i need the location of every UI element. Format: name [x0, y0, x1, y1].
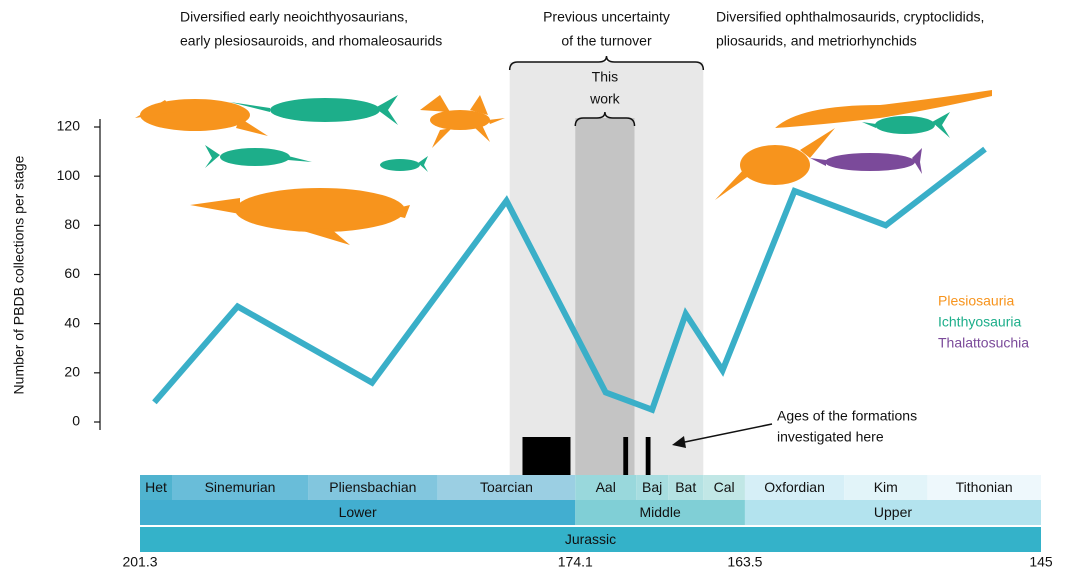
- formation-arrow: [679, 423, 773, 444]
- y-tick-label: 100: [57, 167, 81, 183]
- data-line: [152, 146, 987, 414]
- thalattosuchian-silhouette: [810, 148, 922, 174]
- ichthyosaur-silhouette: [205, 95, 950, 172]
- timescale-label: Sinemurian: [205, 479, 276, 495]
- annotation: Previous uncertainty: [543, 9, 670, 25]
- x-tick-label: 201.3: [122, 554, 157, 570]
- y-tick-label: 40: [64, 314, 80, 330]
- y-tick-label: 0: [72, 413, 80, 429]
- timescale-label: Tithonian: [956, 479, 1013, 495]
- timescale-label: Het: [145, 479, 167, 495]
- silhouettes: [135, 90, 992, 245]
- timescale-cell: [744, 500, 1041, 525]
- span-label: work: [589, 91, 621, 107]
- timescale-label: Oxfordian: [764, 479, 825, 495]
- timescale-label: Kim: [874, 479, 898, 495]
- annotation: of the turnover: [561, 33, 652, 49]
- timescale-cell: [575, 500, 745, 525]
- legend-label: Plesiosauria: [938, 293, 1014, 309]
- timescale-cell: [744, 475, 845, 500]
- timescale-cell: [437, 475, 576, 500]
- timescale-cell: [927, 475, 1041, 500]
- y-tick-label: 120: [57, 118, 81, 134]
- annotation: pliosaurids, and metriorhynchids: [716, 33, 917, 49]
- annotation: Diversified early neoichthyosaurians,: [180, 9, 408, 25]
- formation-bar: [623, 437, 629, 475]
- y-tick-label: 60: [64, 265, 80, 281]
- timescale-cell: [668, 475, 704, 500]
- formation-note: investigated here: [777, 429, 884, 445]
- x-tick-label: 174.1: [558, 554, 593, 570]
- y-tick-label: 80: [64, 216, 80, 232]
- timescale-label: Jurassic: [565, 531, 616, 547]
- formation-bar: [522, 437, 571, 475]
- timescale-cell: [140, 500, 576, 525]
- timescale-label: Bat: [675, 479, 696, 495]
- y-tick-label: 20: [64, 364, 80, 380]
- plesiosaur-silhouette: [135, 90, 992, 245]
- x-tick-label: 163.5: [727, 554, 762, 570]
- x-tick-label: 145: [1029, 554, 1053, 570]
- annotation: early plesiosauroids, and rhomaleosaurid…: [180, 33, 442, 49]
- y-axis-label: Number of PBDB collections per stage: [11, 155, 27, 394]
- timescale-cell: [308, 475, 438, 500]
- timescale-cell: [172, 475, 309, 500]
- legend-label: Ichthyosauria: [938, 314, 1021, 330]
- arrow-head: [672, 436, 686, 448]
- formation-note: Ages of the formations: [777, 408, 917, 424]
- timescale-label: Toarcian: [480, 479, 533, 495]
- timescale-cell: [140, 527, 1041, 552]
- timescale-cell: [575, 475, 637, 500]
- brace: [508, 55, 705, 71]
- span-label: This: [592, 69, 618, 85]
- brace: [574, 111, 636, 127]
- legend-label: Thalattosuchia: [938, 335, 1029, 351]
- span-region: [575, 118, 635, 475]
- timescale-cell: [844, 475, 928, 500]
- timescale-label: Baj: [642, 479, 662, 495]
- annotation: Diversified ophthalmosaurids, cryptoclid…: [716, 9, 984, 25]
- timescale-cell: [703, 475, 745, 500]
- timescale-label: Lower: [339, 504, 377, 520]
- timescale-label: Pliensbachian: [329, 479, 416, 495]
- timescale-label: Aal: [596, 479, 616, 495]
- timescale-label: Middle: [639, 504, 680, 520]
- formation-bar: [645, 437, 651, 475]
- timescale-label: Upper: [874, 504, 912, 520]
- timescale-cell: [140, 475, 173, 500]
- timescale-cell: [636, 475, 669, 500]
- timescale-label: Cal: [714, 479, 735, 495]
